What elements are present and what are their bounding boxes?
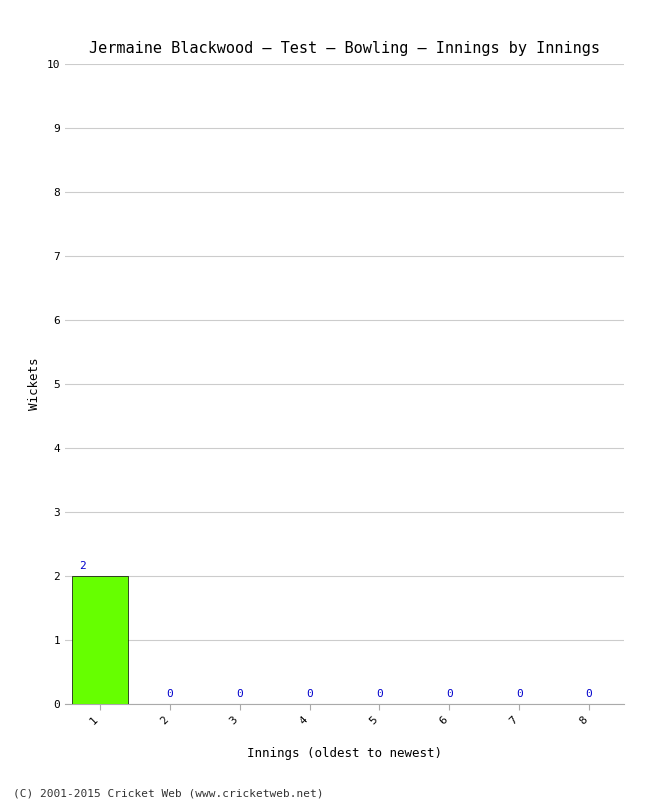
Text: 2: 2 (79, 561, 86, 571)
Text: 0: 0 (516, 689, 523, 699)
Text: 0: 0 (376, 689, 383, 699)
X-axis label: Innings (oldest to newest): Innings (oldest to newest) (247, 747, 442, 760)
Bar (72, 576, 128, 704)
Text: 0: 0 (586, 689, 592, 699)
Text: 0: 0 (166, 689, 173, 699)
Text: 0: 0 (306, 689, 313, 699)
Y-axis label: Wickets: Wickets (28, 358, 41, 410)
Title: Jermaine Blackwood – Test – Bowling – Innings by Innings: Jermaine Blackwood – Test – Bowling – In… (89, 41, 600, 56)
Text: 0: 0 (446, 689, 452, 699)
Text: 0: 0 (237, 689, 243, 699)
Text: (C) 2001-2015 Cricket Web (www.cricketweb.net): (C) 2001-2015 Cricket Web (www.cricketwe… (13, 788, 324, 798)
